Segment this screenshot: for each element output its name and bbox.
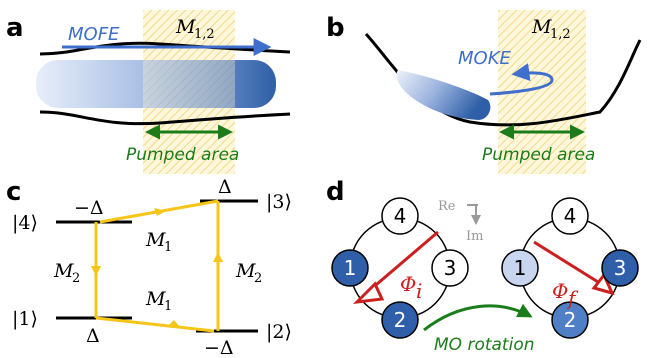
state-label-1: |1⟩ (12, 308, 38, 330)
node-3-initial (431, 249, 469, 287)
pumped-label-a: Pumped area (126, 145, 239, 165)
node-1-final-label: 1 (514, 256, 527, 280)
coupling-m2-left: M (53, 260, 74, 282)
node-3-final-label: 3 (614, 256, 627, 280)
mo-rotation-label: MO rotation (434, 335, 535, 355)
node-3-initial-label: 3 (444, 256, 457, 280)
coupling-m2-left-sub: 2 (72, 271, 80, 286)
wavepacket-blob (396, 70, 491, 120)
node-4-final-label: 4 (564, 204, 577, 228)
waveguide-bottom-wall (39, 110, 291, 126)
panel-b: b MOKE M 1,2 Pumped area (326, 10, 642, 174)
panel-label-a: a (6, 13, 24, 43)
phase-arrow-final-shaft (533, 240, 599, 284)
node-2-final-label: 2 (564, 308, 577, 332)
coupling-m1-top-sub: 1 (164, 240, 172, 255)
magnetization-label-a: M (175, 16, 196, 38)
panel-label-c: c (6, 177, 21, 207)
phi-initial-sub: i (416, 279, 422, 303)
transition-4-to-1-arrowhead (91, 266, 101, 276)
magnetization-sub-a: 1,2 (194, 27, 215, 42)
pumped-overlay-a (143, 60, 235, 108)
panel-label-d: d (326, 177, 345, 207)
panel-label-b: b (326, 13, 345, 43)
ring-initial: 4 1 3 2 Φ i (331, 197, 469, 339)
state-label-2: |2⟩ (266, 321, 292, 343)
node-1-final (501, 249, 539, 287)
node-1-initial (331, 249, 369, 287)
coupling-m2-right-sub: 2 (254, 271, 262, 286)
panel-a: a MOFE M 1,2 Pumped area (6, 10, 291, 174)
energy-label-1: Δ (86, 325, 100, 347)
node-1-initial-label: 1 (344, 256, 357, 280)
coupling-m2-right: M (235, 260, 256, 282)
coupling-m1-top: M (145, 229, 166, 251)
energy-label-2: −Δ (204, 337, 234, 358)
panel-d: d Re Im 4 1 3 2 Φ i 4 (326, 177, 639, 355)
transition-3-to-4-arrowhead (154, 208, 166, 216)
re-axis-label: Re (438, 199, 456, 214)
node-2-initial-label: 2 (394, 308, 407, 332)
node-4-initial (381, 197, 419, 235)
state-label-4: |4⟩ (12, 212, 38, 234)
transition-1-to-2 (95, 316, 215, 333)
coupling-m1-bottom: M (145, 288, 166, 310)
phase-arrowhead-final (591, 272, 615, 296)
coupling-m1-bottom-sub: 1 (164, 299, 172, 314)
phase-arrowhead-initial (352, 281, 385, 305)
node-2-initial (381, 301, 419, 339)
moke-arrow (489, 63, 554, 96)
transition-2-to-3-arrowhead (213, 252, 223, 262)
magnetization-label-b: M (531, 16, 552, 38)
magnetization-sub-b: 1,2 (550, 27, 571, 42)
node-4-initial-label: 4 (394, 204, 407, 228)
energy-label-3: Δ (218, 176, 232, 198)
phi-initial-label: Φ (400, 272, 416, 296)
phase-arrow-initial-shaft (369, 230, 439, 292)
transition-1-to-2-arrowhead (168, 320, 180, 327)
mo-rotation-arrow (423, 303, 533, 332)
node-3-final (601, 249, 639, 287)
moke-label: MOKE (458, 48, 512, 69)
node-4-final (551, 197, 589, 235)
panel-c: c |4⟩ |3⟩ |1⟩ |2⟩ −Δ Δ Δ −Δ M 1 M 1 M 2 … (6, 176, 292, 358)
energy-label-4: −Δ (74, 197, 104, 219)
ring-final: 4 1 3 2 Φ f (501, 197, 639, 339)
im-axis-label: Im (466, 229, 483, 244)
phi-final-label: Φ (552, 279, 568, 303)
state-label-3: |3⟩ (266, 191, 292, 213)
pumped-label-b: Pumped area (482, 145, 595, 165)
node-2-final (551, 301, 589, 339)
mofe-label: MOFE (68, 24, 120, 45)
